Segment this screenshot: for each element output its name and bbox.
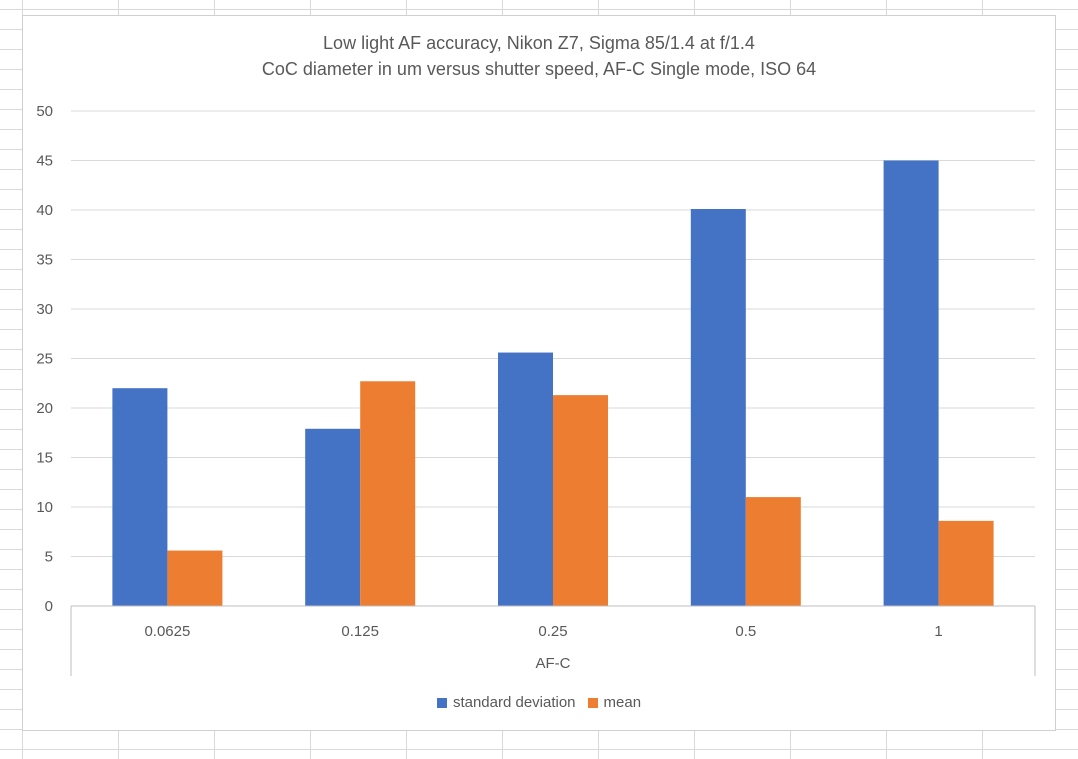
y-tick-label: 15 xyxy=(36,450,53,467)
y-tick-label: 45 xyxy=(36,153,53,170)
y-tick-label: 0 xyxy=(45,598,53,615)
legend-swatch-standard-deviation xyxy=(436,697,447,708)
bar-standard-deviation xyxy=(305,428,361,606)
y-tick-label: 50 xyxy=(36,103,53,120)
bar-mean xyxy=(360,381,416,606)
chart-area: Low light AF accuracy, Nikon Z7, Sigma 8… xyxy=(22,15,1056,731)
x-tick-label: 0.0625 xyxy=(144,623,190,640)
x-tick-label: 0.125 xyxy=(341,623,379,640)
y-tick-label: 35 xyxy=(36,252,53,269)
plot-area: 0 5 10 15 20 25 30 35 40 45 50 0.0625 0.125 0.25 0.5 1 A… xyxy=(36,103,1036,676)
legend-swatch-mean xyxy=(587,697,598,708)
y-tick-label: 10 xyxy=(36,499,53,516)
legend-label-standard-deviation: standard deviation xyxy=(452,694,576,711)
bar-mean xyxy=(553,395,608,606)
bar-mean xyxy=(938,520,994,606)
bar-standard-deviation xyxy=(112,388,168,606)
y-tick-label: 5 xyxy=(45,549,53,566)
bar-standard-deviation xyxy=(883,160,939,606)
x-tick-label: 0.5 xyxy=(735,623,756,640)
bar-standard-deviation xyxy=(498,352,553,606)
bar-mean xyxy=(745,497,801,606)
x-tick-label: 0.25 xyxy=(538,623,567,640)
chart-subtitle: CoC diameter in um versus shutter speed,… xyxy=(261,59,817,79)
legend-label-mean: mean xyxy=(603,694,642,711)
chart-title: Low light AF accuracy, Nikon Z7, Sigma 8… xyxy=(323,33,755,53)
y-tick-label: 20 xyxy=(36,400,53,417)
legend-item-mean: mean xyxy=(587,694,642,711)
legend-item-standard-deviation: standard deviation xyxy=(436,694,576,711)
bar-mean xyxy=(167,550,223,606)
y-tick-label: 40 xyxy=(36,202,53,219)
x-axis-label: AF-C xyxy=(536,655,571,672)
y-tick-label: 30 xyxy=(36,301,53,318)
x-tick-label: 1 xyxy=(934,623,942,640)
bar-standard-deviation xyxy=(690,209,746,606)
legend: standard deviation mean xyxy=(23,694,1055,711)
y-tick-label: 25 xyxy=(36,351,53,368)
